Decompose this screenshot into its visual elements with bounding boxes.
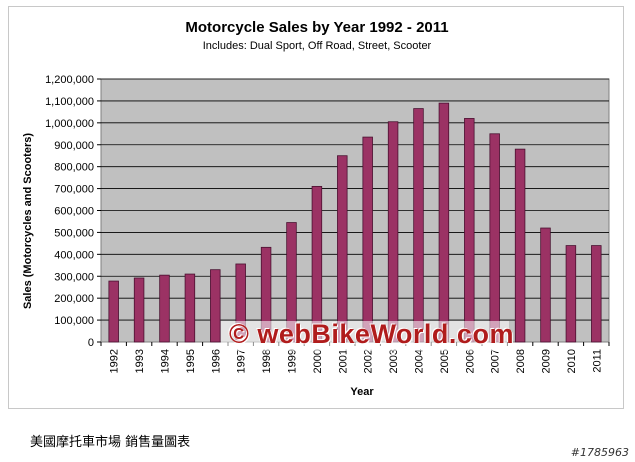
bar-2002 — [362, 136, 373, 343]
x-axis-label: Year — [350, 386, 374, 398]
caption: 美國摩托車市場 銷售量圖表 — [30, 435, 191, 450]
x-tick-label: 2002 — [363, 349, 375, 373]
x-axis-ticks: 1992 1993 1994 1995 1996 1997 1998 1999 2000 2001… — [100, 342, 610, 373]
chart-frame: Motorcycle Sales by Year 1992 - 2011 Inc… — [8, 6, 624, 409]
watermark: © webBikeWorld.com — [221, 319, 513, 351]
x-tick-label: 2000 — [312, 349, 324, 373]
bar-1995 — [184, 273, 196, 343]
bar-2007 — [489, 133, 500, 343]
x-tick-label: 2007 — [490, 349, 502, 373]
y-tick-label: 300,000 — [54, 271, 94, 283]
x-tick-label: 2003 — [388, 349, 400, 373]
bar-2003 — [387, 121, 399, 343]
bar-2006 — [464, 118, 475, 343]
y-tick-label: 600,000 — [54, 206, 94, 218]
x-tick-label: 2008 — [515, 349, 527, 373]
x-tick-label: 1995 — [185, 349, 197, 373]
x-tick-label: 2006 — [464, 349, 476, 373]
x-tick-label: 2009 — [541, 349, 553, 373]
x-tick-label: 1998 — [261, 349, 273, 373]
y-axis-label: Sales (Motorcycles and Scooters) — [22, 133, 34, 309]
image-id: #1785963 — [570, 446, 629, 459]
watermark-text: © webBikeWorld.com — [229, 319, 514, 349]
x-tick-label: 1992 — [109, 349, 121, 373]
y-tick-label: 800,000 — [54, 162, 94, 174]
chart-title: Motorcycle Sales by Year 1992 - 2011 — [185, 19, 448, 36]
y-tick-label: 1,100,000 — [45, 96, 94, 108]
bar-2011 — [591, 245, 602, 343]
y-tick-label: 1,000,000 — [45, 118, 94, 130]
x-tick-label: 1997 — [236, 349, 248, 373]
bars — [108, 102, 602, 343]
bar-1992 — [108, 280, 119, 343]
x-tick-label: 1994 — [160, 349, 172, 373]
x-tick-label: 2010 — [566, 349, 578, 373]
x-tick-label: 1993 — [134, 349, 146, 373]
bar-2008 — [514, 148, 526, 343]
x-tick-label: 2004 — [414, 349, 426, 373]
chart-subtitle: Includes: Dual Sport, Off Road, Street, … — [203, 40, 432, 52]
y-tick-label: 1,200,000 — [45, 74, 94, 86]
x-tick-label: 1999 — [287, 349, 299, 373]
y-tick-label: 200,000 — [54, 293, 94, 305]
y-axis-ticks: 0 100,000 200,000 300,000 400,000 500,000 600,… — [45, 74, 101, 349]
bar-2005 — [438, 102, 450, 343]
y-tick-label: 500,000 — [54, 227, 94, 239]
x-tick-label: 2005 — [439, 349, 451, 373]
y-tick-label: 0 — [88, 337, 94, 349]
bar-2010 — [565, 245, 577, 343]
bar-1994 — [159, 274, 170, 343]
bar-2009 — [540, 227, 551, 343]
plot-area — [100, 78, 610, 343]
x-tick-label: 2011 — [591, 349, 603, 373]
y-tick-label: 900,000 — [54, 140, 94, 152]
motorcycle-sales-chart: Motorcycle Sales by Year 1992 - 2011 Inc… — [22, 19, 610, 398]
bar-2001 — [337, 155, 348, 343]
bar-1993 — [133, 277, 145, 343]
y-tick-label: 100,000 — [54, 315, 94, 327]
x-tick-label: 1996 — [210, 349, 222, 373]
y-tick-label: 400,000 — [54, 249, 94, 261]
bar-1996 — [210, 269, 221, 343]
x-tick-label: 2001 — [337, 349, 349, 373]
y-tick-label: 700,000 — [54, 184, 94, 196]
bar-2004 — [413, 108, 424, 343]
